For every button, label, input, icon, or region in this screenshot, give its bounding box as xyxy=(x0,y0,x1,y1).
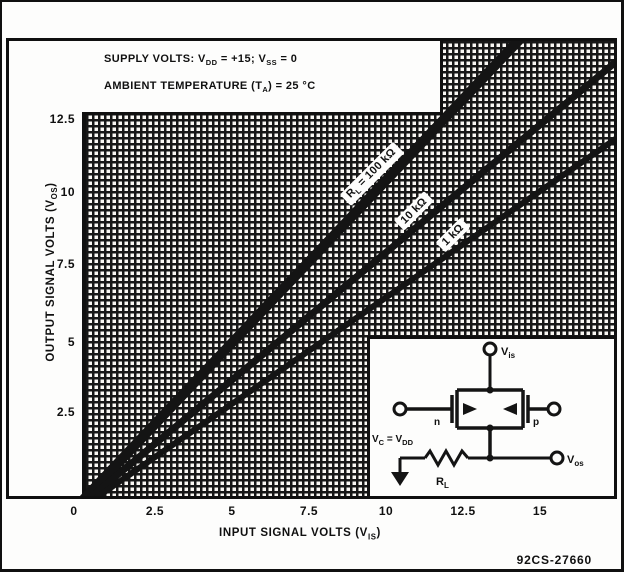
right-gate-terminal-icon xyxy=(546,401,562,417)
y-tick-5: 5 xyxy=(67,335,75,349)
test-circuit-inset: Vis n p xyxy=(367,336,614,496)
vc-label: VC = VDD xyxy=(372,434,414,447)
p-channel-arrow-icon xyxy=(503,403,517,415)
line-rl-100k xyxy=(79,41,526,496)
figure-code: 92CS-27660 xyxy=(516,553,592,567)
ground-icon xyxy=(391,472,409,486)
load-resistor-icon xyxy=(423,447,470,469)
y-tick-2-5: 2.5 xyxy=(56,405,75,419)
vos-label: Vos xyxy=(567,454,584,468)
chart-figure: SUPPLY VOLTS: VDD = +15; VSS = 0 AMBIENT… xyxy=(6,38,617,499)
frame-top xyxy=(0,0,624,2)
condition-supply-volts: SUPPLY VOLTS: VDD = +15; VSS = 0 xyxy=(104,53,298,68)
y-axis-title: OUTPUT SIGNAL VOLTS (VOS) xyxy=(44,182,60,362)
line-rl-10k xyxy=(86,58,614,496)
frame-bottom xyxy=(0,569,624,572)
vos-terminal-icon xyxy=(549,450,565,466)
x-tick-5: 5 xyxy=(228,504,236,518)
rl-label: RL xyxy=(436,476,449,490)
line-rl-1k xyxy=(93,136,614,496)
condition-ambient-temperature: AMBIENT TEMPERATURE (TA) = 25 °C xyxy=(104,80,316,95)
x-tick-7-5: 7.5 xyxy=(299,504,319,518)
y-tick-12-5: 12.5 xyxy=(49,112,75,126)
p-device-label: p xyxy=(533,417,539,428)
vis-terminal-icon xyxy=(482,341,498,357)
vis-label: Vis xyxy=(501,346,516,360)
x-axis-title: INPUT SIGNAL VOLTS (VIS) xyxy=(219,527,381,542)
transmission-gate-circuit: Vis n p xyxy=(372,341,584,490)
x-tick-15: 15 xyxy=(532,504,548,518)
y-tick-10: 10 xyxy=(60,185,75,199)
x-tick-12-5: 12.5 xyxy=(450,504,476,518)
frame-left xyxy=(0,0,2,572)
n-device-label: n xyxy=(434,417,440,428)
plot-area-hatch xyxy=(82,41,614,496)
transmission-gate-icon xyxy=(407,388,547,458)
n-channel-arrow-icon xyxy=(463,403,477,415)
conditions-box: SUPPLY VOLTS: VDD = +15; VSS = 0 AMBIENT… xyxy=(82,41,443,115)
x-tick-2-5: 2.5 xyxy=(145,504,165,518)
y-tick-7-5: 7.5 xyxy=(56,257,75,271)
frame-right xyxy=(621,0,624,572)
left-gate-terminal-icon xyxy=(392,401,408,417)
x-tick-10: 10 xyxy=(378,504,394,518)
load-lines-plot xyxy=(79,41,614,496)
x-tick-0: 0 xyxy=(70,504,78,518)
